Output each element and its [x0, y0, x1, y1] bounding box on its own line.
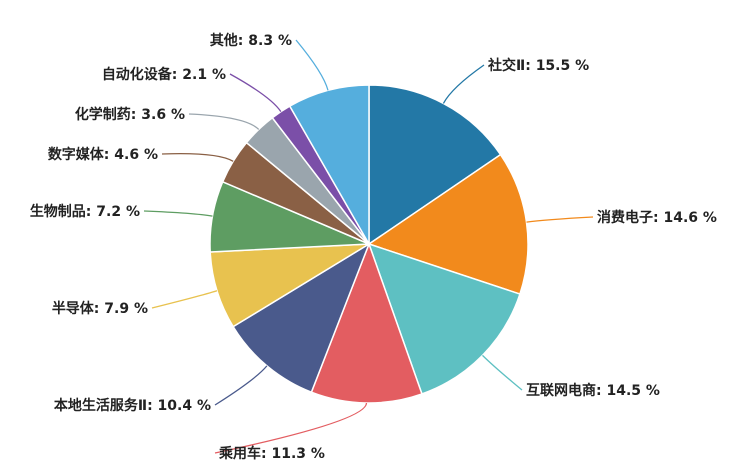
leader-line — [295, 39, 329, 91]
leader-lines — [143, 39, 594, 454]
slice-label: 生物制品: 7.2 % — [30, 203, 140, 220]
pie-slice — [367, 153, 529, 296]
slice-label: 数字媒体: 4.6 % — [48, 146, 158, 163]
leader-line — [482, 354, 523, 391]
leader-line — [151, 290, 218, 309]
pie-slice — [288, 84, 370, 247]
leader-line — [442, 64, 485, 104]
slice-label: 消费电子: 14.6 % — [597, 209, 717, 226]
leader-line — [188, 113, 260, 130]
slice-label: 其他: 8.3 % — [210, 32, 292, 49]
slice-label: 本地生活服务Ⅱ: 10.4 % — [54, 397, 211, 414]
leader-line — [214, 365, 268, 406]
slice-labels: 社交Ⅱ: 15.5 % 消费电子: 14.6 % 互联网电商: 14.5 % 乘用车:… — [30, 32, 717, 462]
slice-label: 化学制药: 3.6 % — [75, 106, 185, 123]
slice-label: 自动化设备: 2.1 % — [102, 66, 226, 83]
pie-slices — [209, 84, 529, 404]
slice-label: 半导体: 7.9 % — [52, 300, 148, 317]
leader-line — [161, 153, 234, 162]
leader-line — [526, 216, 594, 223]
leader-line — [143, 210, 213, 217]
slice-label: 乘用车: 11.3 % — [218, 445, 325, 462]
pie-slice — [232, 242, 371, 394]
pie-slice — [310, 241, 423, 404]
slice-label: 互联网电商: 14.5 % — [526, 382, 660, 399]
pie-slice — [368, 84, 502, 246]
pie-slice — [367, 242, 521, 395]
leader-line — [229, 73, 282, 113]
leader-line — [214, 402, 368, 454]
slice-label: 社交Ⅱ: 15.5 % — [487, 57, 589, 74]
